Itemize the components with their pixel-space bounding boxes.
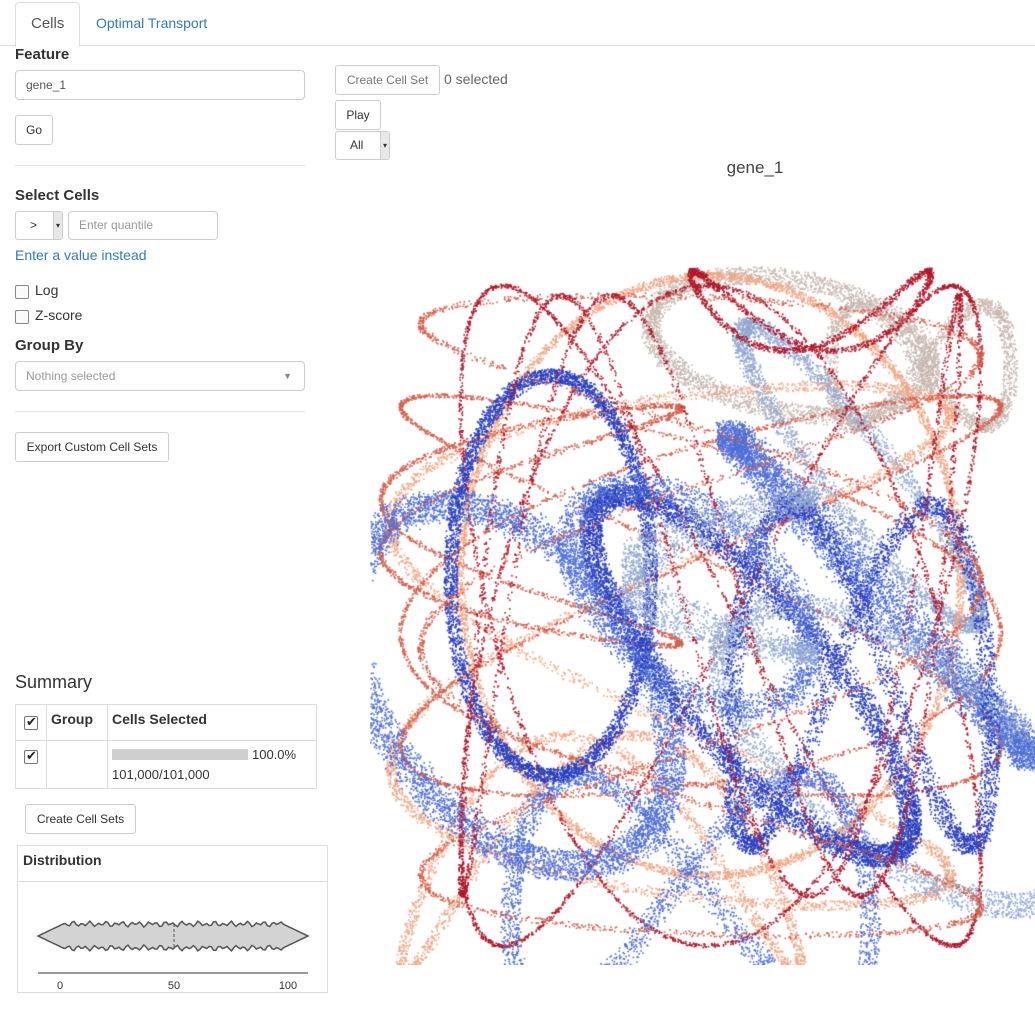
divider xyxy=(15,165,305,166)
row-checkbox[interactable] xyxy=(24,748,38,764)
summary-title: Summary xyxy=(15,672,93,692)
select-all-checkbox[interactable] xyxy=(24,714,38,730)
distribution-title: Distribution xyxy=(18,846,327,882)
plot-title: gene_1 xyxy=(726,158,784,177)
axis-tick-label: 100 xyxy=(279,980,297,992)
enter-value-link[interactable]: Enter a value instead xyxy=(15,247,147,263)
go-button[interactable]: Go xyxy=(15,115,53,145)
selection-percent: 100.0% xyxy=(252,747,297,762)
group-cell xyxy=(46,740,108,789)
log-checkbox[interactable] xyxy=(15,285,29,299)
tab-bar: Cells Optimal Transport xyxy=(0,0,1035,47)
selection-counts: 101,000/101,000 xyxy=(112,767,210,782)
create-cell-sets-button[interactable]: Create Cell Sets xyxy=(25,804,136,834)
violin-plot: 0 50 100 xyxy=(36,919,310,992)
group-by-label: Group By xyxy=(15,337,84,354)
select-all-cell xyxy=(15,704,47,741)
group-by-select[interactable]: Nothing selected ▼ xyxy=(15,361,305,391)
selection-progress-bar xyxy=(112,749,248,760)
axis-tick-label: 0 xyxy=(57,980,63,992)
feature-label: Feature xyxy=(15,46,70,63)
violin-shape xyxy=(36,919,310,953)
summary-header-row: Group Cells Selected xyxy=(15,704,317,741)
divider xyxy=(15,411,305,412)
selected-count: 0 selected xyxy=(444,71,508,87)
cells-selected-cell: 100.0% 101,000/101,000 xyxy=(107,740,317,789)
caret-down-icon: ▾ xyxy=(380,132,389,159)
quantile-input[interactable]: Enter quantile xyxy=(68,211,218,240)
select-cells-label: Select Cells xyxy=(15,187,100,204)
filter-value: All xyxy=(350,138,364,152)
zscore-label: Z-score xyxy=(35,307,83,323)
log-label: Log xyxy=(35,282,59,298)
operator-value: > xyxy=(30,218,38,232)
caret-down-icon: ▼ xyxy=(283,371,292,381)
caret-down-icon: ▾ xyxy=(53,212,62,239)
create-cell-set-button[interactable]: Create Cell Set xyxy=(335,65,440,95)
filter-select[interactable]: All ▾ xyxy=(335,131,390,160)
group-header: Group xyxy=(46,704,108,741)
feature-input[interactable]: gene_1 xyxy=(15,70,305,100)
selection-progress-fill xyxy=(112,749,248,760)
tab-optimal-transport[interactable]: Optimal Transport xyxy=(96,15,208,31)
operator-select[interactable]: > ▾ xyxy=(15,211,63,240)
distribution-panel: Distribution 0 50 100 xyxy=(17,845,328,993)
axis-tick-label: 50 xyxy=(168,980,180,992)
export-cell-sets-button[interactable]: Export Custom Cell Sets xyxy=(15,432,169,462)
embedding-scatter-plot[interactable] xyxy=(370,225,1035,965)
row-check-cell xyxy=(15,740,47,789)
table-row: 100.0% 101,000/101,000 xyxy=(15,740,317,789)
summary-table: Group Cells Selected 100.0% 101,000/101,… xyxy=(15,704,317,789)
play-button[interactable]: Play xyxy=(335,100,381,130)
tab-cells[interactable]: Cells xyxy=(15,2,81,47)
cells-selected-header: Cells Selected xyxy=(107,704,317,741)
group-by-placeholder: Nothing selected xyxy=(26,369,116,383)
zscore-checkbox[interactable] xyxy=(15,310,29,324)
